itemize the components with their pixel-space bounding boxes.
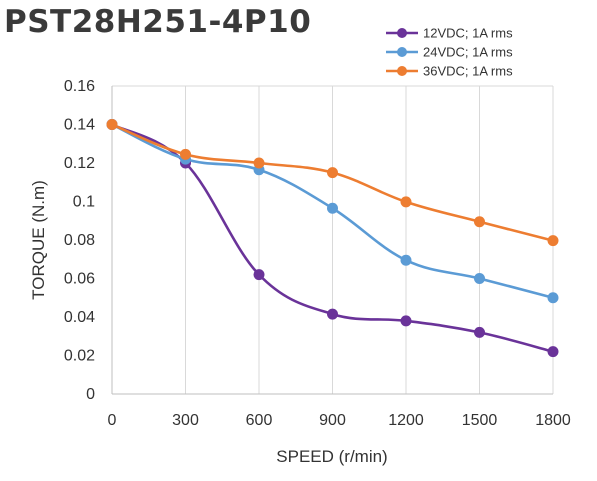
- legend-marker-2: [397, 66, 407, 76]
- data-point-series-0: [400, 315, 412, 327]
- data-point-series-0: [253, 269, 265, 281]
- data-point-series-0: [327, 308, 338, 320]
- legend-entry-0: 12VDC; 1A rms: [423, 26, 513, 41]
- legend-marker-1: [397, 47, 407, 57]
- x-tick-label: 600: [246, 412, 273, 429]
- y-tick-label: 0.14: [64, 117, 95, 134]
- data-point-series-1: [400, 254, 412, 266]
- legend-entry-1: 24VDC; 1A rms: [423, 45, 513, 60]
- data-point-series-2: [106, 119, 118, 130]
- tick-labels: 0 0.02 0.04 0.06 0.08 0.1 0.12 0.14 0.16 0 300 600 9…: [64, 78, 571, 429]
- y-tick-label: 0.12: [64, 155, 95, 172]
- y-tick-label: 0.08: [64, 232, 95, 249]
- x-tick-label: 300: [172, 412, 199, 429]
- data-point-series-2: [180, 148, 191, 160]
- data-point-series-2: [327, 167, 338, 179]
- legend-marker-0: [397, 28, 407, 38]
- y-tick-label: 0.1: [73, 194, 95, 211]
- legend-entry-2: 36VDC; 1A rms: [423, 64, 513, 79]
- y-tick-label: 0: [86, 386, 95, 403]
- x-tick-label: 1800: [535, 412, 571, 429]
- y-tick-label: 0.02: [64, 348, 95, 365]
- legend: 12VDC; 1A rms 24VDC; 1A rms 36VDC; 1A rms: [386, 26, 513, 79]
- grid-layer: [112, 85, 554, 394]
- y-tick-label: 0.04: [64, 309, 95, 326]
- axes-layer: [111, 86, 553, 395]
- data-point-series-2: [400, 196, 412, 208]
- x-tick-label: 1200: [388, 412, 424, 429]
- data-point-series-1: [547, 292, 559, 304]
- data-point-series-2: [253, 157, 265, 169]
- x-tick-label: 0: [108, 412, 117, 429]
- data-point-series-2: [547, 235, 559, 247]
- data-point-series-0: [547, 346, 559, 358]
- x-tick-label: 1500: [462, 412, 498, 429]
- series-layer: [106, 119, 559, 358]
- y-axis-label: TORQUE (N.m): [29, 180, 48, 300]
- y-tick-label: 0.06: [64, 271, 95, 288]
- data-point-series-0: [474, 326, 485, 338]
- chart-title: PST28H251-4P10: [4, 4, 312, 40]
- data-point-series-2: [474, 216, 485, 228]
- x-axis-label: SPEED (r/min): [276, 447, 387, 466]
- y-tick-label: 0.16: [64, 78, 95, 95]
- data-point-series-1: [474, 273, 485, 284]
- data-point-series-1: [327, 202, 338, 214]
- x-tick-label: 900: [319, 412, 346, 429]
